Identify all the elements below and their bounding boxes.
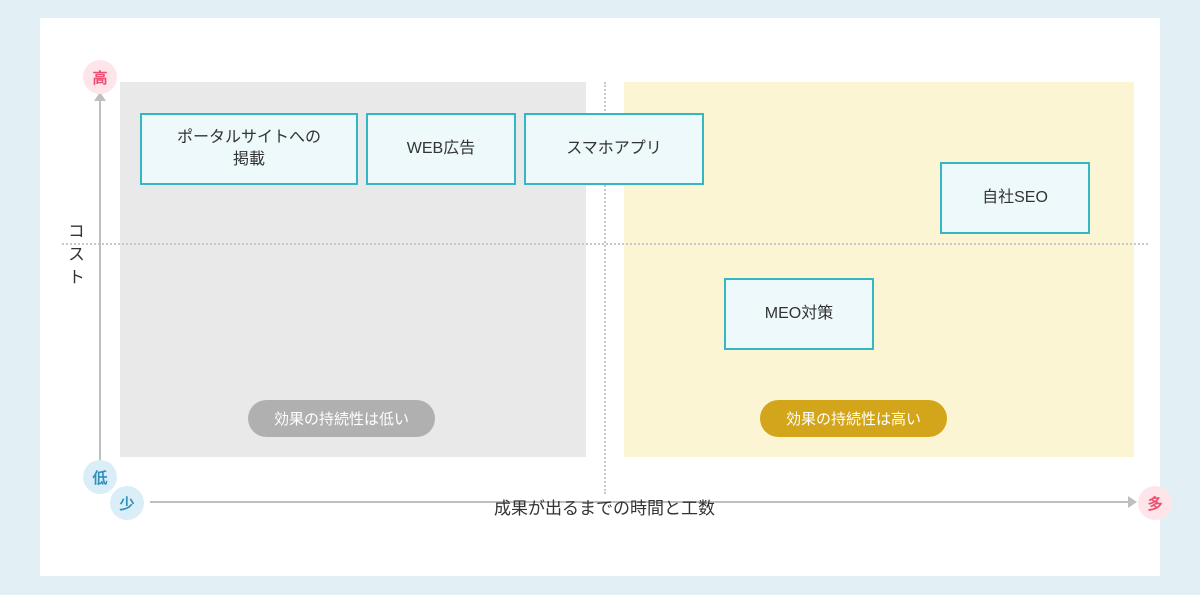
y-axis-high-badge: 高 (83, 60, 117, 94)
y-axis-line (99, 100, 101, 470)
y-axis-label: コスト (62, 222, 87, 291)
node-meo: MEO対策 (724, 278, 874, 350)
x-axis-label: 成果が出るまでの時間と工数 (494, 494, 715, 519)
x-axis-many-label: 多 (1147, 493, 1162, 514)
node-portal: ポータルサイトへの掲載 (140, 113, 358, 185)
node-seo: 自社SEO (940, 162, 1090, 234)
node-app: スマホアプリ (524, 113, 704, 185)
diagram-canvas: 高 低 コスト 少 多 成果が出るまでの時間と工数 ポータルサイトへの掲載WEB… (0, 0, 1200, 595)
y-axis-low-badge: 低 (83, 460, 117, 494)
node-web-ad: WEB広告 (366, 113, 516, 185)
x-axis-many-badge: 多 (1138, 486, 1172, 520)
y-axis-high-label: 高 (92, 67, 107, 88)
y-axis-low-label: 低 (92, 467, 107, 488)
pill-low-persist: 効果の持続性は低い (248, 400, 435, 437)
pill-high-persist: 効果の持続性は高い (760, 400, 947, 437)
x-axis-arrow-right-icon (1128, 496, 1137, 508)
x-axis-few-label: 少 (119, 493, 134, 514)
x-axis-few-badge: 少 (110, 486, 144, 520)
